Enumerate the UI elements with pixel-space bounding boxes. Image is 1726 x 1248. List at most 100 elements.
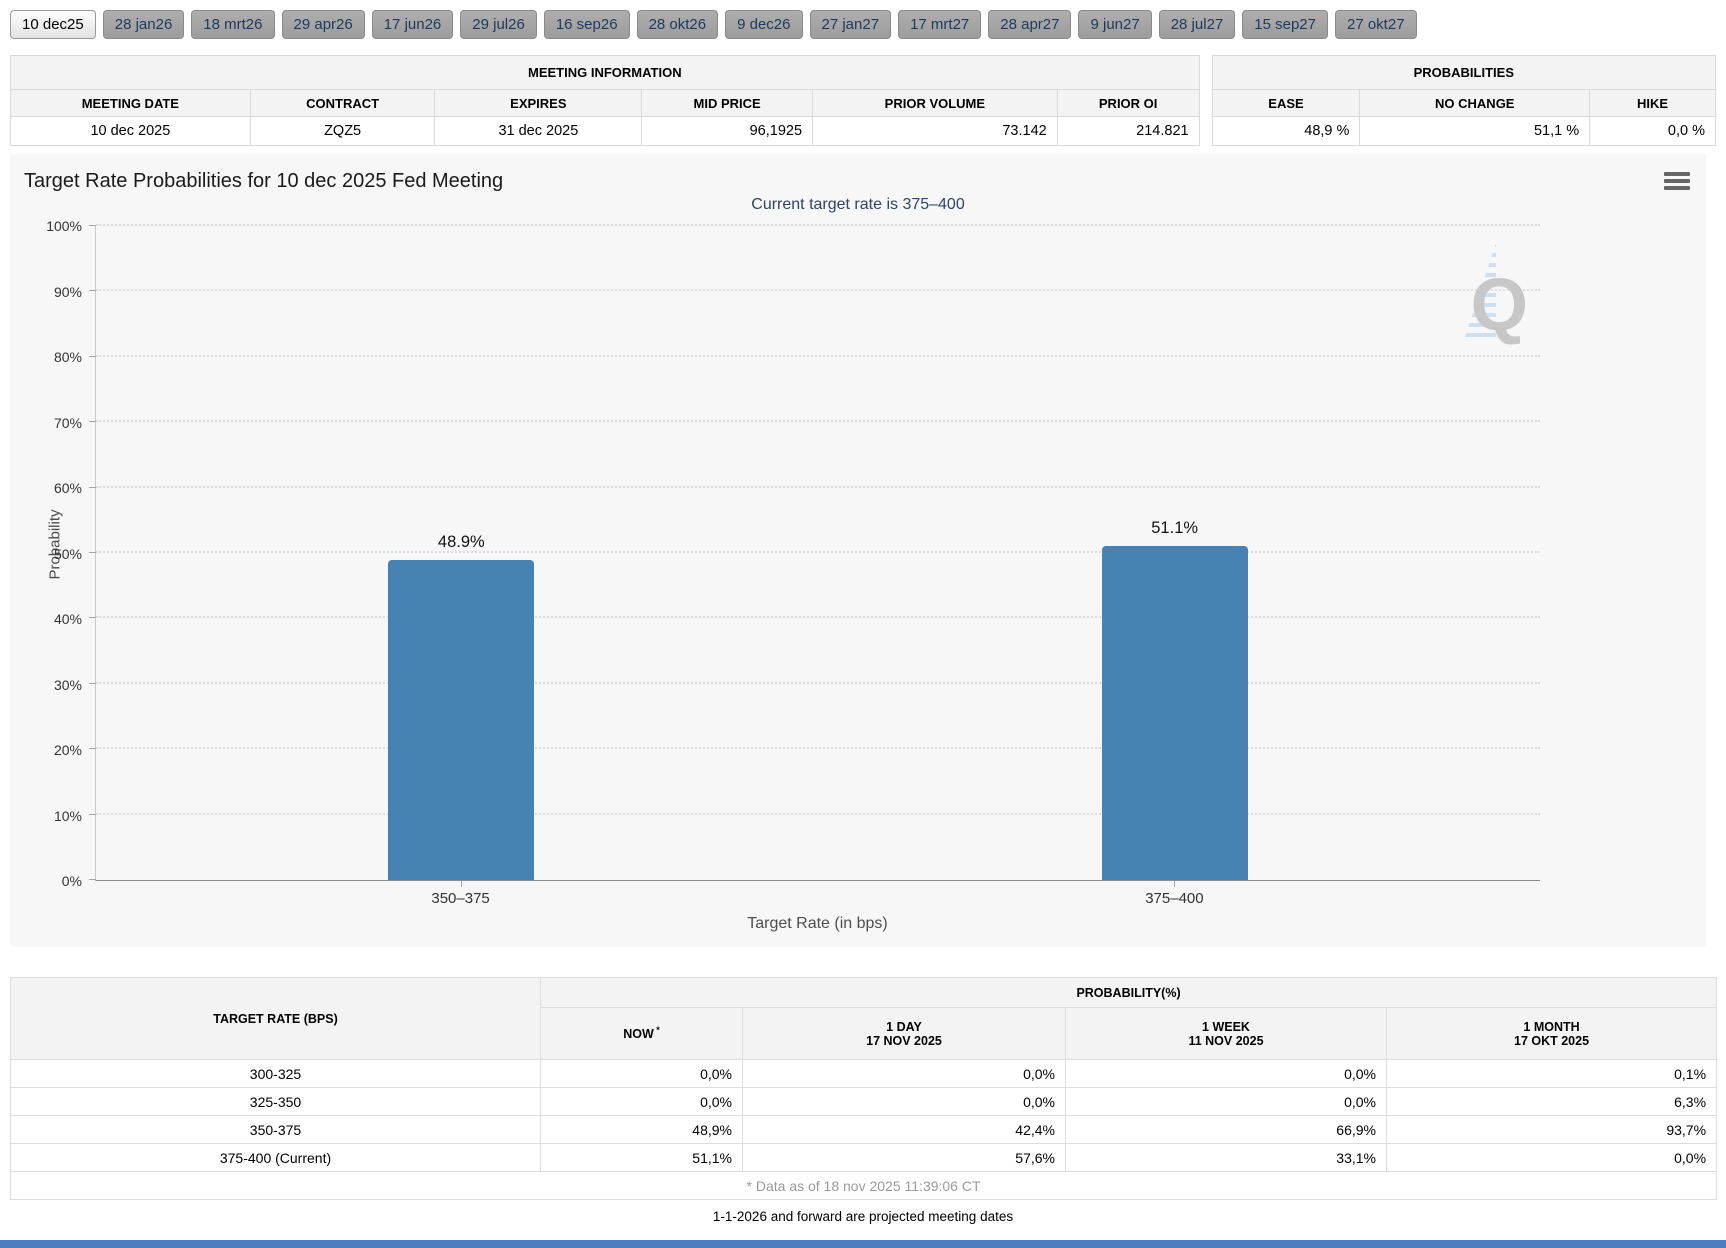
probsum-header-no-change: NO CHANGE [1359, 89, 1591, 117]
x-tick-375-400 [1174, 881, 1176, 887]
projected-dates-note: 1-1-2026 and forward are projected meeti… [712, 1209, 1014, 1224]
probability-cell-1-week-325-350: 0,0% [1065, 1087, 1387, 1116]
target-rate-cell-300-325: 300-325 [10, 1059, 541, 1088]
probability-column-header-1-day: 1 DAY 17 NOV 2025 [742, 1007, 1066, 1060]
meeting-header-prior-volume: PRIOR VOLUME [812, 89, 1058, 117]
meeting-tab-28-okt26[interactable]: 28 okt26 [636, 10, 719, 39]
meeting-tab-17-mrt27[interactable]: 17 mrt27 [898, 10, 982, 39]
gridline-60 [96, 485, 1540, 488]
quikstrike-watermark: Q [1426, 232, 1536, 342]
y-tick-80 [89, 355, 96, 357]
meeting-header-meeting-date: MEETING DATE [10, 89, 251, 117]
meeting-header-expires: EXPIRES [434, 89, 643, 117]
probability-cell-1-week-375-400-current: 33,1% [1065, 1143, 1387, 1172]
chart-subtitle: Current target rate is 375–400 [751, 196, 965, 213]
target-rate-cell-325-350: 325-350 [10, 1087, 541, 1116]
meeting-tab-9-dec26[interactable]: 9 dec26 [725, 10, 803, 39]
x-category-label-375-400: 375–400 [1145, 890, 1204, 907]
meeting-information-title: MEETING INFORMATION [10, 55, 1200, 90]
target-rate-cell-375-400-current: 375-400 (Current) [10, 1143, 541, 1172]
bottom-accent-bar [0, 1240, 1726, 1248]
probsum-header-ease: EASE [1211, 89, 1361, 117]
target-rate-bps-header: TARGET RATE (BPS) [10, 977, 541, 1060]
y-tick-label-90: 90% [53, 283, 82, 300]
meeting-tab-28-apr27[interactable]: 28 apr27 [988, 10, 1072, 39]
gridline-70 [96, 420, 1540, 423]
probability-cell-1-day-350-375: 42,4% [742, 1115, 1066, 1144]
meeting-value-expires: 31 dec 2025 [434, 116, 643, 146]
y-tick-20 [89, 748, 96, 750]
x-axis-labels: 350–375 375–400 [95, 881, 1540, 911]
probabilities-summary-value-row: 48,9 % 51,1 % 0,0 % [1211, 116, 1716, 146]
meeting-information-header-row: MEETING DATE CONTRACT EXPIRES MID PRICE PRIO… [10, 89, 1200, 117]
meeting-header-mid-price: MID PRICE [641, 89, 814, 117]
probability-column-header-now: NOW * [540, 1007, 743, 1060]
probabilities-summary-table: PROBABILITIES EASE NO CHANGE HIKE 48,9 % 51… [1211, 55, 1717, 146]
probability-cell-now-375-400-current: 51,1% [540, 1143, 743, 1172]
probability-column-date-1-month: 17 OKT 2025 [1514, 1033, 1590, 1048]
gridline-100 [96, 224, 1540, 226]
y-tick-90 [89, 290, 96, 292]
probability-table-subheader-row: NOW * 1 DAY 17 NOV 2025 1 WEEK 11 NOV 2025 1 … [11, 1007, 1718, 1060]
meeting-tab-10-dec25[interactable]: 10 dec25 [10, 10, 96, 39]
x-category-label-350-375: 350–375 [431, 890, 490, 907]
meeting-tab-27-okt27[interactable]: 27 okt27 [1334, 10, 1417, 39]
y-tick-40 [89, 617, 96, 619]
top-tables: MEETING INFORMATION MEETING DATE CONTRACT… [10, 55, 1717, 146]
meeting-tab-29-apr26[interactable]: 29 apr26 [281, 10, 365, 39]
meeting-tab-29-jul26[interactable]: 29 jul26 [460, 10, 537, 39]
probability-column-label-1-week: 1 WEEK [1202, 1019, 1250, 1034]
y-tick-100 [89, 225, 96, 226]
probability-cell-1-day-375-400-current: 57,6% [742, 1143, 1066, 1172]
meeting-tab-15-sep27[interactable]: 15 sep27 [1242, 10, 1328, 39]
meeting-tab-28-jan26[interactable]: 28 jan26 [102, 10, 185, 39]
probability-column-date-1-week: 11 NOV 2025 [1188, 1033, 1264, 1048]
table-footnote-row: * Data as of 18 nov 2025 11:39:06 CT [9, 1171, 1718, 1200]
y-tick-label-0: 0% [61, 873, 82, 889]
probability-cell-1-month-300-325: 0,1% [1385, 1059, 1718, 1088]
meeting-tab-9-jun27[interactable]: 9 jun27 [1078, 10, 1152, 39]
probability-history-table: TARGET RATE (BPS) PROBABILITY(%) NOW * 1 … [9, 977, 1718, 1200]
meeting-tab-17-jun26[interactable]: 17 jun26 [371, 10, 454, 39]
meeting-date-tabs: 10 dec25 28 jan26 18 mrt26 29 apr26 17 jun26… [10, 10, 1726, 39]
y-tick-label-10: 10% [53, 807, 82, 824]
probability-cell-1-month-325-350: 6,3% [1385, 1087, 1718, 1116]
y-tick-label-60: 60% [53, 480, 82, 496]
y-tick-0 [89, 879, 96, 880]
y-tick-label-40: 40% [53, 611, 82, 627]
meeting-tab-16-sep26[interactable]: 16 sep26 [543, 10, 630, 39]
meeting-value-contract: ZQZ5 [249, 116, 436, 146]
meeting-tab-18-mrt26[interactable]: 18 mrt26 [191, 10, 275, 39]
gridline-10 [96, 812, 1540, 815]
meeting-information-table: MEETING INFORMATION MEETING DATE CONTRACT… [10, 55, 1200, 146]
y-tick-70 [89, 421, 96, 423]
bar-value-label-350-375: 48.9% [437, 533, 485, 552]
y-tick-10 [89, 813, 96, 815]
watermark-q-logo: Q [1470, 263, 1528, 346]
y-tick-label-70: 70% [53, 414, 82, 431]
probability-cell-now-325-350: 0,0% [540, 1087, 743, 1116]
target-rate-cell-350-375: 350-375 [10, 1115, 541, 1144]
y-tick-30 [89, 682, 96, 684]
chart-title: Target Rate Probabilities for 10 dec 202… [24, 169, 504, 192]
chart-plot-area: Probability 0% 10% 20% 30% 40% 50% 60% 70% 80% 90… [10, 218, 1706, 889]
meeting-tab-27-jan27[interactable]: 27 jan27 [809, 10, 892, 39]
table-row-375-400-current: 375-400 (Current) 51,1% 57,6% 33,1% 0,0% [10, 1143, 1718, 1172]
probability-column-label-now: NOW * [623, 1025, 660, 1042]
chart-bar-350-375[interactable] [388, 560, 535, 880]
chart-menu-hamburger-icon[interactable] [1664, 172, 1690, 190]
probsum-value-ease: 48,9 % [1211, 116, 1361, 146]
gridline-80 [96, 354, 1540, 357]
table-row-300-325: 300-325 0,0% 0,0% 0,0% 0,1% [10, 1059, 1718, 1088]
chart-bar-375-400[interactable] [1101, 545, 1248, 880]
y-axis-labels: 0% 10% 20% 30% 40% 50% 60% 70% 80% 90% 100% [10, 218, 88, 889]
y-tick-label-100: 100% [46, 218, 82, 234]
meeting-value-prior-oi: 214.821 [1056, 116, 1200, 146]
meeting-header-prior-oi: PRIOR OI [1056, 89, 1200, 117]
probability-pct-group-header: PROBABILITY(%) [539, 977, 1718, 1008]
meeting-information-value-row: 10 dec 2025 ZQZ5 31 dec 2025 96,1925 73.142 2… [10, 116, 1200, 146]
probability-cell-1-day-325-350: 0,0% [742, 1087, 1066, 1116]
gridline-30 [96, 681, 1540, 684]
probability-table-group-header-row: TARGET RATE (BPS) PROBABILITY(%) [10, 977, 1718, 1060]
meeting-tab-28-jul27[interactable]: 28 jul27 [1158, 10, 1236, 39]
